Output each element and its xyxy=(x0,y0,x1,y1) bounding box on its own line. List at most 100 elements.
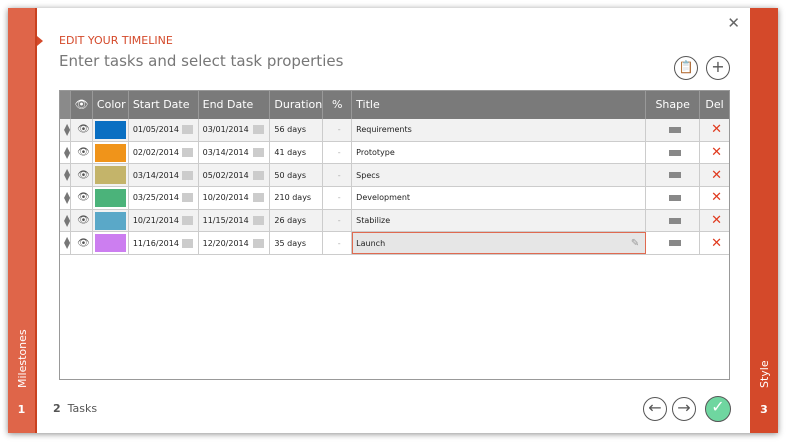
calendar-icon[interactable] xyxy=(253,193,265,203)
delete-button[interactable]: ✕ xyxy=(700,142,729,164)
shape-selector[interactable] xyxy=(646,232,701,255)
drag-handle-icon[interactable]: ▲ ▼ xyxy=(60,187,71,209)
edit-icon[interactable]: ✎ xyxy=(630,237,640,249)
color-picker[interactable] xyxy=(93,141,129,164)
shape-selector[interactable] xyxy=(646,141,701,164)
end-date-field[interactable]: 05/02/2014 xyxy=(199,164,271,187)
delete-button[interactable]: ✕ xyxy=(700,119,729,141)
duration-field[interactable]: 50 days xyxy=(270,164,324,187)
page-title: Enter tasks and select task properties xyxy=(59,52,344,70)
start-date-field[interactable]: 03/14/2014 xyxy=(129,164,199,187)
shape-selector[interactable] xyxy=(646,209,701,232)
column-header-duration: Duration xyxy=(270,91,324,119)
color-picker[interactable] xyxy=(93,209,129,232)
table-header: 👁 Color Start Date End Date Duration % T… xyxy=(60,91,729,119)
back-button[interactable]: ← xyxy=(643,397,667,421)
color-picker[interactable] xyxy=(93,187,129,209)
title-field[interactable]: Launch ✎ xyxy=(352,232,647,255)
start-date-field[interactable]: 11/16/2014 xyxy=(129,232,199,255)
column-header-color: Color xyxy=(93,91,129,119)
visibility-toggle[interactable]: 👁 xyxy=(71,164,93,187)
calendar-icon[interactable] xyxy=(181,125,193,135)
calendar-icon[interactable] xyxy=(181,170,193,180)
percent: - xyxy=(337,216,341,226)
delete-button[interactable]: ✕ xyxy=(700,210,729,232)
calendar-icon[interactable] xyxy=(181,148,193,158)
duration-field[interactable]: 56 days xyxy=(270,119,324,141)
percent: - xyxy=(337,238,341,248)
title-field[interactable]: Stabilize xyxy=(352,209,647,232)
rectangle-shape-icon xyxy=(668,126,681,133)
step-number: 2 xyxy=(53,402,61,415)
shape-selector[interactable] xyxy=(646,187,701,209)
visibility-toggle[interactable]: 👁 xyxy=(71,209,93,232)
end-date-field[interactable]: 03/01/2014 xyxy=(199,119,271,141)
title-field[interactable]: Specs xyxy=(352,164,647,187)
shape-selector[interactable] xyxy=(646,164,701,187)
delete-icon: ✕ xyxy=(711,235,722,251)
visibility-toggle[interactable]: 👁 xyxy=(71,141,93,164)
visibility-toggle[interactable]: 👁 xyxy=(71,187,93,209)
duration-field[interactable]: 35 days xyxy=(270,232,324,255)
close-icon[interactable]: ✕ xyxy=(727,14,740,32)
end-date-field[interactable]: 03/14/2014 xyxy=(199,141,271,164)
column-header-del: Del xyxy=(705,98,724,111)
percent-field[interactable]: - xyxy=(323,232,353,255)
color-picker[interactable] xyxy=(93,232,129,255)
color-picker[interactable] xyxy=(93,119,129,141)
title: Launch xyxy=(356,238,386,248)
calendar-icon[interactable] xyxy=(181,216,193,226)
end-date-field[interactable]: 10/20/2014 xyxy=(199,187,271,209)
duration-field[interactable]: 41 days xyxy=(270,141,324,164)
delete-button[interactable]: ✕ xyxy=(700,187,729,209)
start-date-field[interactable]: 10/21/2014 xyxy=(129,209,199,232)
title-field[interactable]: Prototype xyxy=(352,141,647,164)
drag-handle-icon[interactable]: ▲ ▼ xyxy=(60,209,71,232)
drag-handle-icon[interactable]: ▲ ▼ xyxy=(60,164,71,187)
paste-clipboard-button[interactable]: 📋 xyxy=(674,56,698,80)
percent-field[interactable]: - xyxy=(323,187,353,209)
calendar-icon[interactable] xyxy=(253,170,265,180)
calendar-icon[interactable] xyxy=(253,216,265,226)
percent-field[interactable]: - xyxy=(323,119,353,141)
percent-field[interactable]: - xyxy=(323,209,353,232)
table-row: ▲ ▼ 👁 02/02/2014 03/14/2014 41 days - Pro… xyxy=(60,141,729,165)
delete-button[interactable]: ✕ xyxy=(700,164,729,186)
calendar-icon[interactable] xyxy=(253,148,265,158)
end-date-field[interactable]: 12/20/2014 xyxy=(199,232,271,255)
end-date-field[interactable]: 11/15/2014 xyxy=(199,209,271,232)
percent-field[interactable]: - xyxy=(323,141,353,164)
add-task-button[interactable]: + xyxy=(706,56,730,80)
calendar-icon[interactable] xyxy=(181,193,193,203)
start-date-field[interactable]: 02/02/2014 xyxy=(129,141,199,164)
eye-icon: 👁 xyxy=(77,147,90,159)
confirm-button[interactable]: ✓ xyxy=(705,396,731,422)
milestones-step-tab[interactable]: Milestones 1 xyxy=(8,8,37,433)
drag-handle-icon[interactable]: ▲ ▼ xyxy=(60,141,71,164)
color-swatch xyxy=(94,166,126,185)
start-date-field[interactable]: 03/25/2014 xyxy=(129,187,199,209)
delete-button[interactable]: ✕ xyxy=(700,232,729,254)
next-button[interactable]: → xyxy=(672,397,696,421)
visibility-toggle[interactable]: 👁 xyxy=(71,232,93,255)
shape-selector[interactable] xyxy=(646,119,701,141)
calendar-icon[interactable] xyxy=(181,238,193,248)
table-row: ▲ ▼ 👁 03/25/2014 10/20/2014 210 days - De… xyxy=(60,187,729,210)
duration-field[interactable]: 210 days xyxy=(270,187,324,209)
drag-handle-icon[interactable]: ▲ ▼ xyxy=(60,119,71,141)
style-step-tab[interactable]: Style 3 xyxy=(750,8,778,433)
percent-field[interactable]: - xyxy=(323,164,353,187)
eye-icon: 👁 xyxy=(77,124,90,136)
duration-field[interactable]: 26 days xyxy=(270,209,324,232)
calendar-icon[interactable] xyxy=(253,125,265,135)
color-picker[interactable] xyxy=(93,164,129,187)
title-field[interactable]: Development xyxy=(352,187,647,209)
start-date-field[interactable]: 01/05/2014 xyxy=(129,119,199,141)
calendar-icon[interactable] xyxy=(253,238,265,248)
percent: - xyxy=(337,193,341,203)
drag-handle-icon[interactable]: ▲ ▼ xyxy=(60,232,71,255)
title-field[interactable]: Requirements xyxy=(352,119,647,141)
table-row: ▲ ▼ 👁 01/05/2014 03/01/2014 56 days - Req… xyxy=(60,119,729,142)
percent: - xyxy=(337,170,341,180)
visibility-toggle[interactable]: 👁 xyxy=(71,119,93,141)
